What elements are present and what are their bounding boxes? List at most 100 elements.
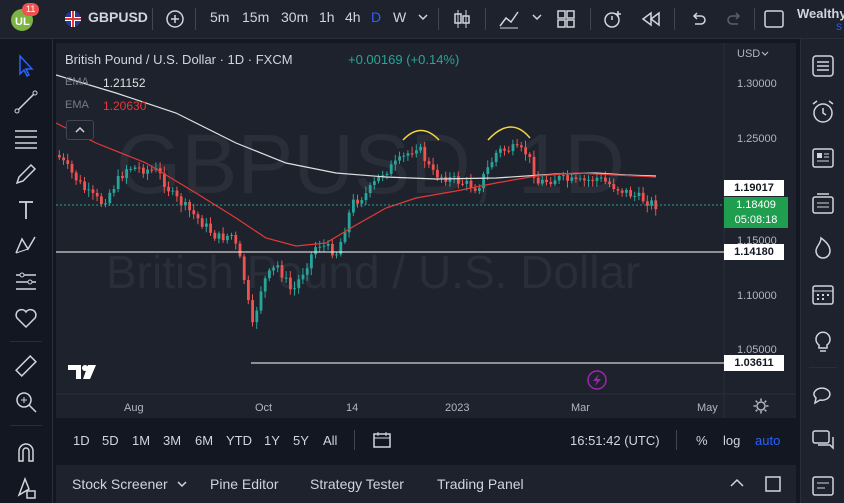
app-logo[interactable]: UL 11: [8, 3, 40, 32]
candle-body: [192, 210, 196, 215]
candle-body: [486, 167, 490, 174]
zoom-in-icon[interactable]: [13, 389, 39, 415]
chats-icon[interactable]: [810, 381, 836, 407]
interval-1h[interactable]: 1h: [319, 9, 335, 25]
range-5d[interactable]: 5D: [102, 433, 119, 448]
utc-clock[interactable]: 16:51:42 (UTC): [570, 433, 660, 448]
candle-body: [125, 169, 128, 179]
earnings-event-icon[interactable]: [587, 370, 607, 390]
auto-scale-toggle[interactable]: auto: [755, 433, 781, 448]
ruler-icon[interactable]: [13, 353, 39, 379]
tradingview-logo[interactable]: [68, 365, 96, 379]
ema2-label[interactable]: EMA: [65, 99, 89, 111]
candle-body: [87, 189, 91, 191]
candle-body: [280, 265, 284, 278]
top-toolbar: UL 11 GBPUSD 5m 15m 30m 1h 4h D W: [0, 0, 844, 39]
tab-strategy-tester[interactable]: Strategy Tester: [310, 476, 404, 492]
cursor-icon[interactable]: [13, 53, 39, 79]
undo-icon[interactable]: [689, 10, 707, 28]
candle-body: [524, 147, 527, 155]
trend-line-icon[interactable]: [13, 89, 39, 115]
tab-trading-panel[interactable]: Trading Panel: [437, 476, 524, 492]
candle-body: [310, 254, 313, 269]
lock-drawing-icon[interactable]: [13, 475, 39, 501]
svg-text:UL: UL: [15, 16, 30, 28]
head-annotation-arc[interactable]: [402, 129, 440, 141]
ideas-lightbulb-icon[interactable]: [810, 327, 836, 353]
ema1-label[interactable]: EMA: [65, 76, 89, 88]
currency-selector[interactable]: USD: [737, 48, 761, 60]
brush-icon[interactable]: [13, 161, 39, 187]
indicators-icon[interactable]: [498, 8, 520, 30]
heart-icon[interactable]: [13, 305, 39, 331]
chevron-up-icon[interactable]: [729, 477, 745, 489]
range-all[interactable]: All: [323, 433, 338, 448]
tab-pine-editor[interactable]: Pine Editor: [210, 476, 279, 492]
magnet-icon[interactable]: [13, 439, 39, 465]
fib-retracement-icon[interactable]: [13, 125, 39, 151]
date-range-icon[interactable]: [373, 432, 391, 448]
interval-30m[interactable]: 30m: [281, 9, 309, 25]
hotlist-fire-icon[interactable]: [810, 235, 836, 261]
candle-body: [448, 176, 452, 182]
chevron-down-icon[interactable]: [532, 12, 542, 22]
log-scale-toggle[interactable]: log: [723, 433, 741, 448]
redo-icon[interactable]: [726, 10, 744, 28]
collapse-legend-button[interactable]: [66, 120, 94, 140]
price-chart[interactable]: GBPUSD, 1D British Pound / U.S. Dollar 1…: [56, 43, 796, 418]
interval-w[interactable]: W: [393, 9, 407, 25]
interval-5m[interactable]: 5m: [210, 9, 230, 25]
range-1d[interactable]: 1D: [73, 433, 90, 448]
calendar-icon[interactable]: [810, 281, 836, 307]
notifications-icon[interactable]: [810, 473, 836, 499]
range-ytd[interactable]: YTD: [226, 433, 252, 448]
candle-body: [301, 274, 305, 280]
head-annotation-arc[interactable]: [487, 126, 531, 141]
candle-body: [461, 183, 464, 185]
range-1y[interactable]: 1Y: [264, 433, 280, 448]
account-name[interactable]: Wealthy: [797, 6, 844, 21]
candle-body: [318, 246, 322, 248]
maximize-panel-icon[interactable]: [764, 475, 782, 493]
data-window-icon[interactable]: [810, 191, 836, 217]
candle-body: [515, 144, 519, 146]
ema2-value: 1.20630: [103, 99, 147, 113]
pattern-icon[interactable]: [13, 233, 39, 259]
tab-stock-screener[interactable]: Stock Screener: [72, 476, 168, 492]
interval-15m[interactable]: 15m: [242, 9, 270, 25]
symbol-search[interactable]: GBPUSD: [88, 9, 148, 25]
layout-grid-icon[interactable]: [556, 9, 576, 29]
prediction-icon[interactable]: [13, 269, 39, 295]
range-1m[interactable]: 1M: [132, 433, 151, 448]
support-1-price-label: 1.14180: [724, 244, 784, 260]
percent-scale-toggle[interactable]: %: [696, 433, 708, 448]
chart-title[interactable]: British Pound / U.S. Dollar · 1D · FXCM: [65, 52, 293, 67]
news-icon[interactable]: [810, 145, 836, 171]
candle-body: [179, 196, 183, 206]
candle-body: [637, 192, 641, 196]
chart-pane[interactable]: GBPUSD, 1D British Pound / U.S. Dollar 1…: [56, 43, 796, 418]
candlestick-type-icon[interactable]: [452, 8, 472, 30]
interval-d[interactable]: D: [371, 9, 382, 25]
text-icon[interactable]: [13, 197, 39, 223]
interval-4h[interactable]: 4h: [345, 9, 361, 25]
messages-icon[interactable]: [810, 427, 836, 453]
candle-body: [373, 181, 376, 186]
alarm-clock-icon[interactable]: [810, 99, 836, 125]
range-3m[interactable]: 3M: [163, 433, 182, 448]
date-tick-label: May: [697, 402, 718, 414]
chevron-down-icon[interactable]: [761, 51, 769, 57]
replay-icon[interactable]: [641, 10, 661, 28]
range-5y[interactable]: 5Y: [293, 433, 309, 448]
candle-body: [398, 156, 401, 161]
range-6m[interactable]: 6M: [195, 433, 214, 448]
candle-body: [364, 193, 368, 201]
chevron-down-icon[interactable]: [418, 12, 428, 22]
candle-body: [578, 178, 582, 180]
add-symbol-icon[interactable]: [165, 9, 185, 29]
settings-gear-icon[interactable]: [753, 398, 769, 414]
fullscreen-icon[interactable]: [764, 10, 784, 28]
alert-icon[interactable]: [602, 8, 624, 30]
chevron-down-icon[interactable]: [177, 480, 187, 488]
watchlist-icon[interactable]: [810, 53, 836, 79]
